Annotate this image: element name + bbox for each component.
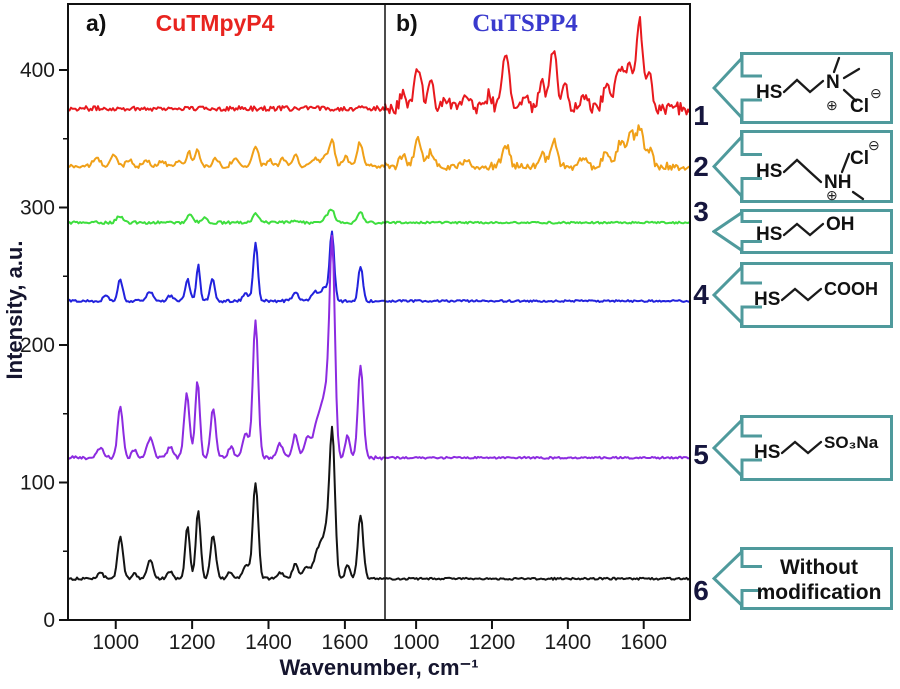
alkyl-chain-bond (782, 158, 823, 184)
spectrum-number-1: 1 (693, 100, 709, 131)
y-tick-label: 100 (20, 472, 55, 495)
end-group-label: OH (826, 214, 855, 235)
spectrum-3-panel-a (67, 208, 385, 225)
methyl-bond (840, 152, 851, 174)
arrow-left-icon (711, 416, 762, 480)
thiol-label: HS (756, 82, 782, 103)
arrow-left-icon (711, 209, 762, 254)
amine-label: NH (824, 172, 851, 193)
spectrum-3-panel-b (384, 220, 691, 225)
amine-label: N (826, 72, 840, 93)
y-tick-label: 0 (43, 609, 55, 632)
y-tick-label: 300 (20, 197, 55, 220)
spectrum-4-panel-b (384, 299, 690, 303)
plus-charge-icon: ⊕ (826, 187, 838, 203)
arrow-left-icon (711, 132, 762, 201)
x-tick-label: 1400 (245, 631, 292, 654)
annotation-5: HS SO₃Na (711, 415, 898, 486)
annotation-1: HS N ⊕ Cl ⊖ (711, 52, 898, 129)
arrow-left-icon (711, 263, 762, 327)
arrow-left-icon (711, 54, 762, 122)
annotation-box (740, 209, 893, 254)
panel-a-title: CuTMpyP4 (155, 10, 275, 36)
methyl-bond (832, 56, 841, 74)
x-tick-label: 1600 (322, 631, 369, 654)
annotation-6: Without modification (711, 547, 898, 615)
panel-b-tag: b) (396, 10, 418, 36)
panel-b-title: CuTSPP4 (472, 10, 578, 37)
spectrum-2-panel-b (384, 124, 691, 172)
end-group-label: COOH (824, 279, 878, 299)
x-tick-label: 1200 (169, 631, 216, 654)
spectrum-4-panel-a (67, 230, 385, 304)
arrow-left-icon (711, 547, 762, 610)
y-axis-title: Intensity, a.u. (2, 240, 27, 380)
x-tick-label: 1400 (544, 631, 591, 654)
without-modification-box: Without modification (711, 547, 893, 610)
spectrum-5-panel-b (384, 455, 690, 460)
alkyl-chain-bond (780, 287, 823, 302)
without-modification-line2: modification (757, 581, 882, 604)
chloride-label: Cl (850, 148, 869, 169)
alkyl-chain-bond (782, 78, 825, 94)
spectrum-1-panel-a (67, 105, 386, 112)
chem-structure-5: HS SO₃Na (711, 415, 893, 481)
spectrum-1-panel-b (384, 16, 691, 116)
without-modification-line1: Without (780, 556, 858, 579)
chem-structure-2: HS NH ⊕ Cl ⊖ (711, 130, 893, 203)
thiol-label: HS (756, 224, 782, 245)
x-tick-label: 1200 (469, 631, 516, 654)
x-tick-label: 1000 (393, 631, 440, 654)
spectrum-number-6: 6 (693, 575, 709, 606)
annotation-4: HS COOH (711, 262, 898, 333)
annotation-3: HS OH (711, 209, 898, 259)
spectrum-number-5: 5 (693, 439, 709, 470)
plot-frame (67, 3, 691, 621)
thiol-label: HS (756, 161, 782, 182)
x-tick-label: 1600 (620, 631, 667, 654)
end-group-label: SO₃Na (824, 433, 879, 452)
x-axis-title: Wavenumber, cm⁻¹ (279, 655, 479, 680)
spectrum-5-panel-a (67, 234, 385, 461)
annotation-box (740, 262, 893, 328)
spectrum-6-panel-b (384, 576, 691, 581)
annotation-2: HS NH ⊕ Cl ⊖ (711, 130, 898, 208)
y-tick-label: 200 (20, 334, 55, 357)
plus-charge-icon: ⊕ (826, 97, 838, 113)
panel-a-tag: a) (86, 10, 107, 36)
annotation-box (740, 130, 893, 203)
methyl-bond (842, 88, 858, 103)
alkyl-chain-bond (782, 222, 825, 237)
thiol-label: HS (754, 289, 780, 310)
chem-structure-4: HS COOH (711, 262, 893, 328)
spectrum-2-panel-a (68, 138, 386, 169)
chloride-label: Cl (850, 96, 869, 117)
alkyl-chain-bond (780, 440, 823, 455)
spectrum-6-panel-a (67, 425, 386, 581)
thiol-label: HS (754, 442, 780, 463)
spectrum-number-2: 2 (693, 151, 709, 182)
chem-structure-1: HS N ⊕ Cl ⊖ (711, 52, 893, 124)
x-tick-label: 1000 (92, 631, 139, 654)
minus-charge-icon: ⊖ (868, 137, 880, 153)
methyl-bond (842, 67, 861, 80)
spectrum-number-4: 4 (693, 279, 709, 310)
spectrum-number-3: 3 (693, 196, 709, 227)
methyl-bond (851, 190, 865, 201)
y-tick-label: 400 (20, 59, 55, 82)
chem-structure-3: HS OH (711, 209, 893, 254)
minus-charge-icon: ⊖ (870, 85, 882, 101)
